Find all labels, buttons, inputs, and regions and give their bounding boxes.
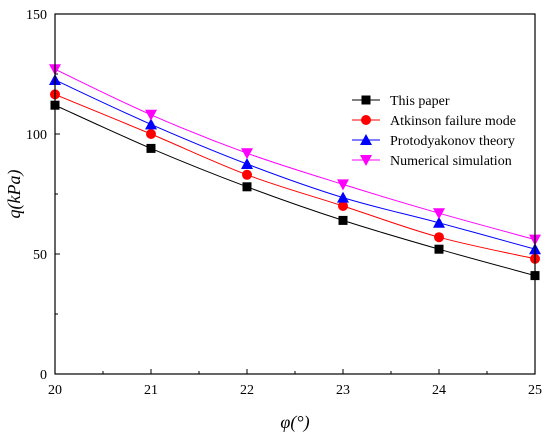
legend: This paper Atkinson failure mode Protodyak… bbox=[352, 94, 516, 169]
axis-ticks: 20 21 22 23 24 25 0 50 100 150 bbox=[26, 8, 542, 398]
series-layer bbox=[55, 68, 535, 277]
data-point-s3-2 bbox=[145, 118, 157, 130]
legend-label-2: Atkinson failure mode bbox=[390, 114, 516, 129]
y-tick-label: 0 bbox=[40, 368, 47, 383]
x-tick-label: 23 bbox=[336, 383, 350, 398]
legend-marker-2 bbox=[361, 115, 371, 125]
data-point-s4-2 bbox=[145, 109, 157, 121]
legend-label-4: Numerical simulation bbox=[390, 154, 512, 169]
data-point-s3-3 bbox=[241, 158, 253, 169]
y-tick-label: 150 bbox=[26, 8, 47, 23]
markers-layer bbox=[49, 64, 541, 281]
data-point-s1-3 bbox=[242, 182, 252, 192]
x-tick-label: 21 bbox=[144, 383, 158, 398]
legend-label-1: This paper bbox=[390, 94, 450, 109]
x-axis-label: φ(°) bbox=[280, 412, 309, 433]
data-point-s2-3 bbox=[242, 169, 252, 180]
data-point-s2-5 bbox=[434, 232, 444, 243]
data-point-s3-5 bbox=[433, 216, 445, 228]
series-line-1 bbox=[55, 104, 535, 277]
data-point-s1-2 bbox=[146, 143, 156, 153]
x-tick-label: 25 bbox=[528, 383, 542, 398]
data-point-s4-5 bbox=[433, 208, 445, 220]
y-axis-label: q(kPa) bbox=[4, 170, 25, 219]
data-point-s4-3 bbox=[241, 148, 253, 160]
y-tick-label: 50 bbox=[33, 248, 47, 263]
data-point-s1-4 bbox=[338, 215, 348, 225]
y-tick-label: 100 bbox=[26, 128, 47, 143]
data-point-s1-5 bbox=[434, 244, 444, 254]
x-tick-label: 24 bbox=[432, 383, 446, 398]
legend-marker-3 bbox=[360, 134, 372, 145]
plot-frame bbox=[54, 13, 536, 375]
x-tick-label: 20 bbox=[48, 383, 62, 398]
series-line-3 bbox=[55, 79, 535, 250]
data-point-s2-2 bbox=[146, 129, 156, 139]
legend-marker-4 bbox=[360, 155, 372, 166]
legend-marker-1 bbox=[361, 95, 371, 105]
legend-label-3: Protodyakonov theory bbox=[390, 134, 515, 149]
x-tick-label: 22 bbox=[240, 383, 254, 398]
data-point-s4-4 bbox=[337, 179, 349, 191]
data-point-s3-4 bbox=[337, 191, 349, 203]
series-line-4 bbox=[55, 68, 535, 241]
data-point-s2-4 bbox=[338, 201, 348, 211]
